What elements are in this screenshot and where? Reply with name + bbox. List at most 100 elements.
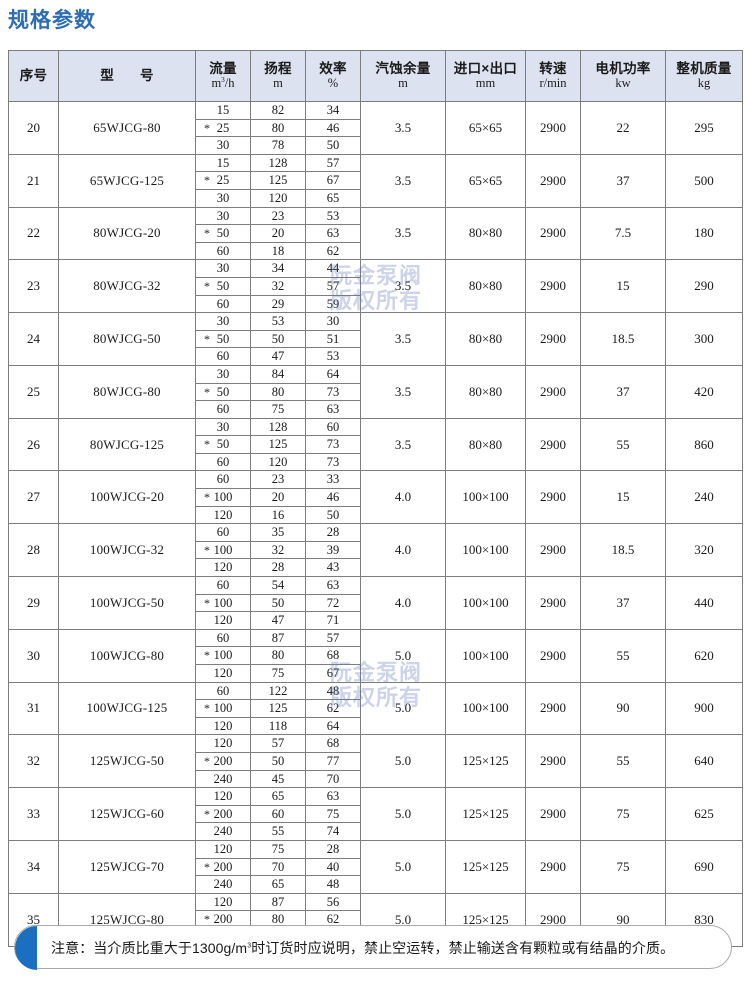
cell-head: 120 [250,452,306,472]
cell-total-mass: 320 [665,523,743,578]
spec-table-container: 序号 型号 流量 m3/h 扬程 m 效率 % 汽蚀余量 [8,50,743,947]
cell-efficiency: 40 [305,857,361,877]
cell-efficiency: 34 [305,101,361,120]
cell-npsh: 5.0 [360,734,446,789]
cell-efficiency: 63 [305,224,361,243]
cell-flow-value: 240 [213,771,233,786]
cell-serial-no: 31 [8,681,59,736]
cell-flow-value: 100 [213,701,233,716]
cell-port-size: 125×125 [445,734,526,789]
note-accent-bar [15,926,37,970]
nominal-point-star-icon: * [204,120,210,135]
table-row: 30 100WJCG-80 60 87 57 5.0 100×100 2900 55 620 [8,628,743,683]
cell-npsh: 3.5 [360,206,446,261]
table-body: 20 65WJCG-80 15 82 34 3.5 65×65 2900 22 295 * 25 80 4… [8,101,743,947]
cell-total-mass: 860 [665,417,743,472]
cell-flow-value: 15 [216,155,230,170]
col-header-speed: 转速 r/min [525,50,581,102]
cell-npsh: 3.5 [360,259,446,314]
cell-port-size: 100×100 [445,628,526,683]
cell-flow-value: 120 [213,736,233,751]
table-row: * 200 60 75 [9,804,743,824]
table-row: 29 100WJCG-50 60 54 63 4.0 100×100 2900 37 440 [8,576,743,630]
cell-head: 57 [250,734,306,753]
table-row: 240 65 48 [9,875,743,894]
cell-efficiency: 53 [305,347,361,366]
table-row: 31 100WJCG-125 60 122 48 5.0 100×100 2900 90 900 [8,681,743,736]
table-row: 25 80WJCG-80 30 84 64 3.5 80×80 2900 37 420 [8,364,743,419]
cell-head: 122 [250,681,306,701]
cell-motor-power: 15 [580,259,666,314]
cell-flow-value: 100 [213,595,233,610]
cell-efficiency: 64 [305,716,361,736]
cell-efficiency: 48 [305,875,361,894]
cell-efficiency: 48 [305,681,361,701]
table-row: 120 47 71 [9,611,743,630]
cell-flow-value: 120 [213,894,233,909]
cell-motor-power: 15 [580,470,666,525]
cell-flow: 60 [195,681,251,701]
nominal-point-star-icon: * [204,437,210,452]
cell-flow: 120 [195,611,251,630]
cell-serial-no: 22 [8,206,59,261]
col-header-head: 扬程 m [250,50,306,102]
cell-efficiency: 74 [305,822,361,841]
cell-speed: 2900 [525,628,581,683]
cell-total-mass: 690 [665,839,743,894]
cell-port-size: 80×80 [445,206,526,261]
cell-total-mass: 640 [665,734,743,789]
cell-serial-no: 28 [8,523,59,578]
cell-flow: 30 [195,136,251,155]
cell-flow-value: 50 [216,226,230,241]
cell-head: 29 [250,294,306,314]
cell-port-size: 100×100 [445,470,526,525]
nominal-point-star-icon: * [204,278,210,293]
nominal-point-star-icon: * [204,806,210,821]
cell-npsh: 3.5 [360,364,446,419]
table-row: * 50 80 73 [9,382,743,402]
cell-efficiency: 59 [305,294,361,314]
cell-port-size: 80×80 [445,364,526,419]
cell-flow-value: 30 [216,190,230,205]
table-row: 22 80WJCG-20 30 23 53 3.5 80×80 2900 7.5 180 [8,206,743,261]
cell-flow: 30 [195,364,251,384]
cell-efficiency: 53 [305,206,361,226]
cell-head: 78 [250,136,306,155]
cell-head: 54 [250,576,306,595]
cell-efficiency: 62 [305,699,361,718]
cell-speed: 2900 [525,417,581,472]
table-row: 33 125WJCG-60 120 65 63 5.0 125×125 2900 75 625 [8,787,743,841]
cell-speed: 2900 [525,523,581,578]
note-text: 注意：当介质比重大于1300g/m3时订货时应说明，禁止空运转，禁止输送含有颗粒… [51,926,717,970]
cell-flow: 15 [195,153,251,173]
nominal-point-star-icon: * [204,331,210,346]
cell-head: 128 [250,417,306,437]
cell-head: 82 [250,101,306,120]
cell-head: 128 [250,153,306,173]
cell-npsh: 5.0 [360,681,446,736]
cell-port-size: 80×80 [445,259,526,314]
cell-motor-power: 37 [580,153,666,208]
col-header-efficiency: 效率 % [305,50,361,102]
cell-flow-value: 120 [213,666,233,680]
cell-speed: 2900 [525,364,581,419]
cell-serial-no: 26 [8,417,59,472]
nominal-point-star-icon: * [204,595,210,610]
table-row: 60 18 62 [9,241,743,261]
cell-port-size: 100×100 [445,523,526,578]
cell-head: 50 [250,593,306,613]
cell-efficiency: 70 [305,769,361,789]
cell-flow-value: 60 [216,243,230,258]
cell-model: 100WJCG-80 [58,628,196,683]
cell-port-size: 80×80 [445,417,526,472]
cell-total-mass: 290 [665,259,743,314]
cell-flow-value: 240 [213,824,233,839]
nominal-point-star-icon: * [204,859,210,874]
note-text-after: 时订货时应说明，禁止空运转，禁止输送含有颗粒或有结晶的介质。 [251,940,675,956]
cell-flow-value: 120 [213,789,233,804]
cell-serial-no: 21 [8,153,59,208]
cell-efficiency: 73 [305,382,361,402]
cell-flow-value: 30 [216,208,230,223]
table-row: 28 100WJCG-32 60 35 28 4.0 100×100 2900 18.5 320 [8,523,743,578]
cell-flow-value: 15 [216,103,230,117]
